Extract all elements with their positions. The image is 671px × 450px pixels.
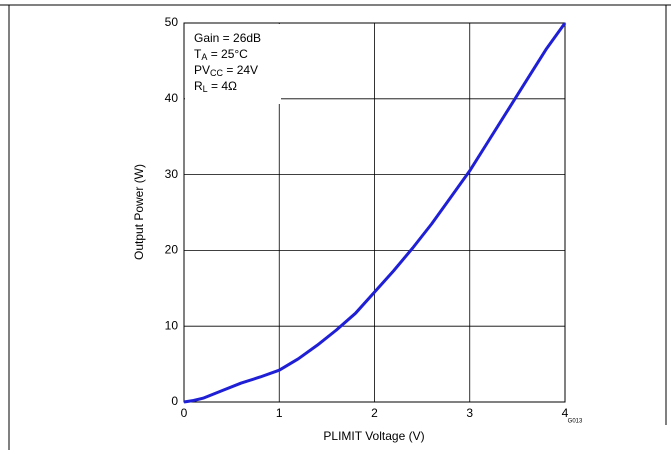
y-tick-label: 20 bbox=[165, 243, 179, 257]
x-tick-label: 2 bbox=[371, 406, 378, 420]
line-series bbox=[183, 22, 567, 404]
annotation-box bbox=[185, 24, 281, 104]
x-tick-label: 3 bbox=[466, 406, 473, 420]
plot-border bbox=[183, 22, 566, 403]
annotation-subscript: A bbox=[201, 52, 207, 62]
x-axis-label: PLIMIT Voltage (V) bbox=[323, 429, 424, 443]
annotation-subscript: L bbox=[203, 84, 208, 94]
y-axis-label: Output Power (W) bbox=[132, 164, 146, 260]
x-tick-label: 4 bbox=[562, 406, 569, 420]
annotation: Gain = 26dB TA = 25°C PVCC = 24V RL = 4Ω bbox=[194, 31, 261, 94]
annotation-text: R bbox=[194, 79, 203, 93]
annotation-text: = 24V bbox=[223, 63, 258, 77]
y-tick-label: 50 bbox=[165, 15, 179, 29]
annotation-text: PV bbox=[194, 63, 210, 77]
y-tick-label: 30 bbox=[165, 167, 179, 181]
annotation-text: T bbox=[194, 47, 202, 61]
x-tick-label: 1 bbox=[276, 406, 283, 420]
annotation-subscript: CC bbox=[210, 68, 223, 78]
figure-code: G013 bbox=[568, 419, 583, 425]
annotation-text: = 4Ω bbox=[208, 79, 237, 93]
annotation-text: = 25°C bbox=[207, 47, 248, 61]
annotation-text: Gain = 26dB bbox=[194, 31, 261, 45]
x-tick-label: 0 bbox=[181, 406, 188, 420]
y-tick-label: 0 bbox=[171, 394, 178, 408]
y-tick-label: 10 bbox=[165, 318, 179, 332]
y-tick-label: 40 bbox=[165, 91, 179, 105]
